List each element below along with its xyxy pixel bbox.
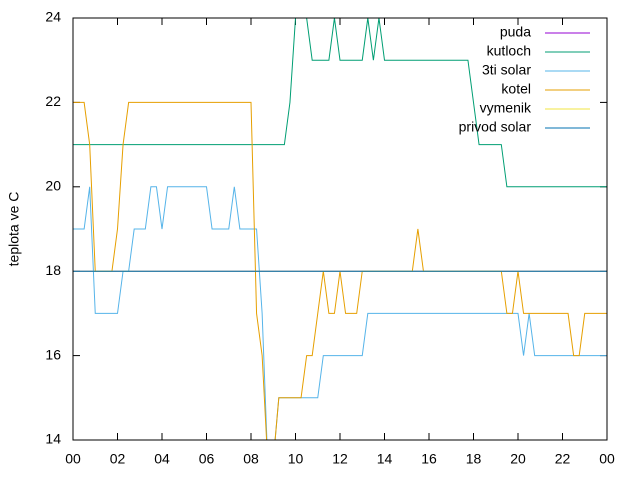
legend-label: 3ti solar	[482, 62, 531, 78]
x-tick-label: 18	[466, 451, 482, 467]
legend-label: kotel	[501, 81, 531, 97]
legend-label: privod solar	[459, 119, 532, 135]
x-tick-label: 22	[555, 451, 571, 467]
x-tick-label: 16	[421, 451, 437, 467]
x-tick-label: 14	[377, 451, 393, 467]
series-line	[73, 186, 607, 440]
series-line	[73, 18, 607, 188]
y-tick-label: 18	[45, 262, 61, 278]
legend-label: puda	[500, 24, 531, 40]
x-tick-label: 02	[110, 451, 126, 467]
y-tick-label: 14	[45, 431, 61, 447]
y-tick-label: 22	[45, 93, 61, 109]
legend-label: vymenik	[480, 100, 532, 116]
x-tick-label: 00	[599, 451, 615, 467]
x-tick-label: 20	[510, 451, 526, 467]
y-tick-label: 24	[45, 9, 61, 25]
y-tick-label: 16	[45, 346, 61, 362]
series-line	[73, 101, 607, 440]
x-tick-label: 04	[154, 451, 170, 467]
x-tick-label: 06	[199, 451, 215, 467]
y-tick-label: 20	[45, 178, 61, 194]
plot-border	[72, 17, 608, 441]
x-tick-label: 12	[332, 451, 348, 467]
y-axis-label: teplota ve C	[6, 192, 22, 267]
x-tick-label: 08	[243, 451, 259, 467]
plot-area	[73, 18, 607, 440]
legend-label: kutloch	[487, 43, 531, 59]
x-tick-label: 10	[288, 451, 304, 467]
x-tick-label: 00	[65, 451, 81, 467]
